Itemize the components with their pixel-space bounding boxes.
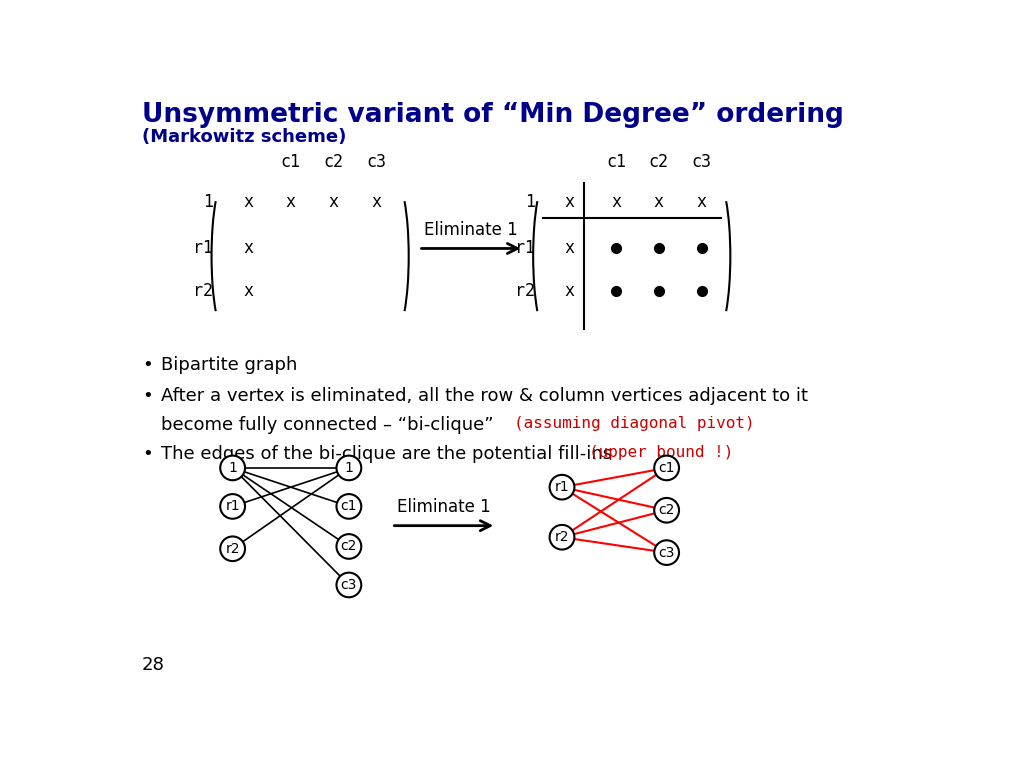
Text: 28: 28 bbox=[142, 657, 165, 674]
Text: Unsymmetric variant of “Min Degree” ordering: Unsymmetric variant of “Min Degree” orde… bbox=[142, 102, 844, 128]
Text: •: • bbox=[142, 445, 153, 463]
Text: Eliminate 1: Eliminate 1 bbox=[397, 498, 490, 516]
Circle shape bbox=[654, 498, 679, 522]
Text: become fully connected – “bi-clique”: become fully connected – “bi-clique” bbox=[162, 415, 500, 434]
Text: c3: c3 bbox=[366, 154, 386, 171]
Text: x: x bbox=[565, 240, 574, 257]
Text: c1: c1 bbox=[341, 499, 357, 514]
Text: x: x bbox=[329, 194, 338, 211]
Text: (upper bound !): (upper bound !) bbox=[589, 445, 733, 460]
Text: x: x bbox=[243, 240, 253, 257]
Text: 1: 1 bbox=[525, 194, 535, 211]
Text: r2: r2 bbox=[515, 282, 535, 300]
Text: r1: r1 bbox=[515, 240, 535, 257]
Circle shape bbox=[337, 534, 361, 559]
Text: x: x bbox=[611, 194, 622, 211]
Text: •: • bbox=[142, 356, 153, 374]
Text: r1: r1 bbox=[555, 480, 569, 494]
Circle shape bbox=[337, 455, 361, 480]
Text: 1: 1 bbox=[228, 461, 238, 475]
Circle shape bbox=[337, 573, 361, 598]
Text: x: x bbox=[565, 282, 574, 300]
Text: After a vertex is eliminated, all the row & column vertices adjacent to it: After a vertex is eliminated, all the ro… bbox=[162, 387, 808, 405]
Text: x: x bbox=[696, 194, 707, 211]
Text: c1: c1 bbox=[658, 461, 675, 475]
Text: x: x bbox=[286, 194, 296, 211]
Text: c3: c3 bbox=[341, 578, 357, 592]
Text: x: x bbox=[371, 194, 381, 211]
Text: r1: r1 bbox=[194, 240, 213, 257]
Text: Eliminate 1: Eliminate 1 bbox=[424, 221, 518, 239]
Circle shape bbox=[220, 494, 245, 518]
Text: c3: c3 bbox=[658, 545, 675, 560]
Text: x: x bbox=[243, 282, 253, 300]
Text: c2: c2 bbox=[341, 539, 357, 554]
Circle shape bbox=[550, 525, 574, 550]
Text: r1: r1 bbox=[225, 499, 240, 514]
Text: Bipartite graph: Bipartite graph bbox=[162, 356, 298, 374]
Text: c1: c1 bbox=[606, 154, 627, 171]
Text: c2: c2 bbox=[324, 154, 343, 171]
Text: x: x bbox=[654, 194, 664, 211]
Circle shape bbox=[550, 475, 574, 499]
Circle shape bbox=[654, 455, 679, 480]
Text: x: x bbox=[243, 194, 253, 211]
Circle shape bbox=[220, 455, 245, 480]
Circle shape bbox=[654, 541, 679, 565]
Text: x: x bbox=[565, 194, 574, 211]
Text: r2: r2 bbox=[225, 541, 240, 556]
Text: 1: 1 bbox=[344, 461, 353, 475]
Circle shape bbox=[337, 494, 361, 518]
Text: c2: c2 bbox=[649, 154, 669, 171]
Text: The edges of the bi-clique are the potential fill-ins: The edges of the bi-clique are the poten… bbox=[162, 445, 618, 463]
Circle shape bbox=[220, 537, 245, 561]
Text: c2: c2 bbox=[658, 503, 675, 518]
Text: (assuming diagonal pivot): (assuming diagonal pivot) bbox=[514, 415, 755, 431]
Text: c3: c3 bbox=[691, 154, 712, 171]
Text: (Markowitz scheme): (Markowitz scheme) bbox=[142, 127, 346, 146]
Text: •: • bbox=[142, 387, 153, 405]
Text: 1: 1 bbox=[203, 194, 213, 211]
Text: r2: r2 bbox=[194, 282, 213, 300]
Text: c1: c1 bbox=[281, 154, 301, 171]
Text: r2: r2 bbox=[555, 530, 569, 545]
